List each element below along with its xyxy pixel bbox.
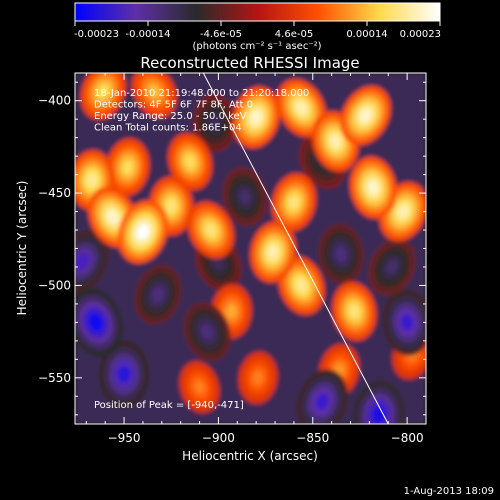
footer-timestamp: 1-Aug-2013 18:09 [404,486,494,497]
colorbar: -0.00023 -0.00014 -4.6e-05 4.6e-05 0.00014 0.… [74,2,441,52]
x-tick-label: −900 [202,431,235,445]
colorbar-tick-labels: -0.00023 -0.00014 -4.6e-05 4.6e-05 0.00014 0.… [74,29,441,40]
info-line: Clean Total counts: 1.86E+04 [94,123,242,134]
info-line: 18-Jan-2010 21:19:48.000 to 21:20:18.000 [94,88,309,99]
y-axis-ticks: −550 −500 −450 −400 [38,81,426,416]
heatmap-hot-source [131,73,177,119]
heatmap-hot-source [80,73,127,120]
x-tick-label: −950 [108,431,141,445]
heatmap-cold-source [98,340,150,408]
heatmap-cold-source [318,223,364,285]
heatmap-hot-source [232,86,280,149]
heatmap-hot-source [250,221,297,283]
colorbar-tick-label: 0.00023 [400,29,441,40]
y-tick-label: −450 [38,186,71,200]
plot-title: Reconstructed RHESSI Image [140,54,359,72]
heatmap-hot-source [276,78,327,138]
colorbar-ticks [74,21,441,26]
heatmap-hot-source [179,361,220,414]
heatmap-hot-source [340,85,391,146]
colorbar-tick-label: -0.00023 [74,29,119,40]
solar-limb-line [202,73,389,424]
heatmap-hot-source [106,138,150,197]
heatmap-cold-source [296,369,348,424]
heatmap-hot-source [238,351,278,405]
plot-area: −950 −900 −850 −800 −550 −500 −450 −400 18-Jan… [38,72,427,445]
y-tick-label: −400 [38,94,71,108]
peak-position-label: Position of Peak = [-940,-471] [94,400,244,411]
x-axis-label: Heliocentric X (arcsec) [182,449,318,463]
info-text-block: 18-Jan-2010 21:19:48.000 to 21:20:18.000… [94,88,309,134]
heatmap-cold-source [222,167,268,227]
colorbar-tick-label: 4.6e-05 [275,29,313,40]
heatmap-hot-source [349,156,397,219]
colorbar-bar [74,2,441,22]
x-tick-label: −800 [391,431,424,445]
y-axis-label: Heliocentric Y (arcsec) [15,181,29,316]
heatmap-cold-source [382,289,426,356]
x-axis-ticks: −950 −900 −850 −800 [85,73,427,445]
heatmap-sources [75,73,426,424]
heatmap-hot-source [117,200,168,264]
heatmap-hot-source [332,281,377,341]
y-tick-label: −550 [38,371,71,385]
colorbar-tick-label: -0.00014 [126,29,171,40]
heatmap-cold-source [75,230,109,293]
info-line: Energy Range: 25.0 - 50.0 keV [94,111,247,122]
heatmap-cold-source [183,302,231,362]
heatmap-hot-source [271,172,317,232]
heatmap-hot-source [187,201,235,259]
heatmap-cold-source [134,264,182,325]
heatmap-cold-source [368,238,416,296]
heatmap-hot-source [167,132,213,191]
colorbar-tick-label: 0.00014 [346,29,387,40]
x-tick-label: −850 [296,431,329,445]
heatmap-cold-source [75,288,123,357]
y-tick-label: −500 [38,278,71,292]
colorbar-units-label: (photons cm⁻² s⁻¹ asec⁻²) [192,41,321,52]
heatmap-cold-source [353,380,405,424]
colorbar-tick-label: -4.6e-05 [200,29,242,40]
info-line: Detectors: 4F 5F 6F 7F 8F, Att 0 [94,100,253,111]
